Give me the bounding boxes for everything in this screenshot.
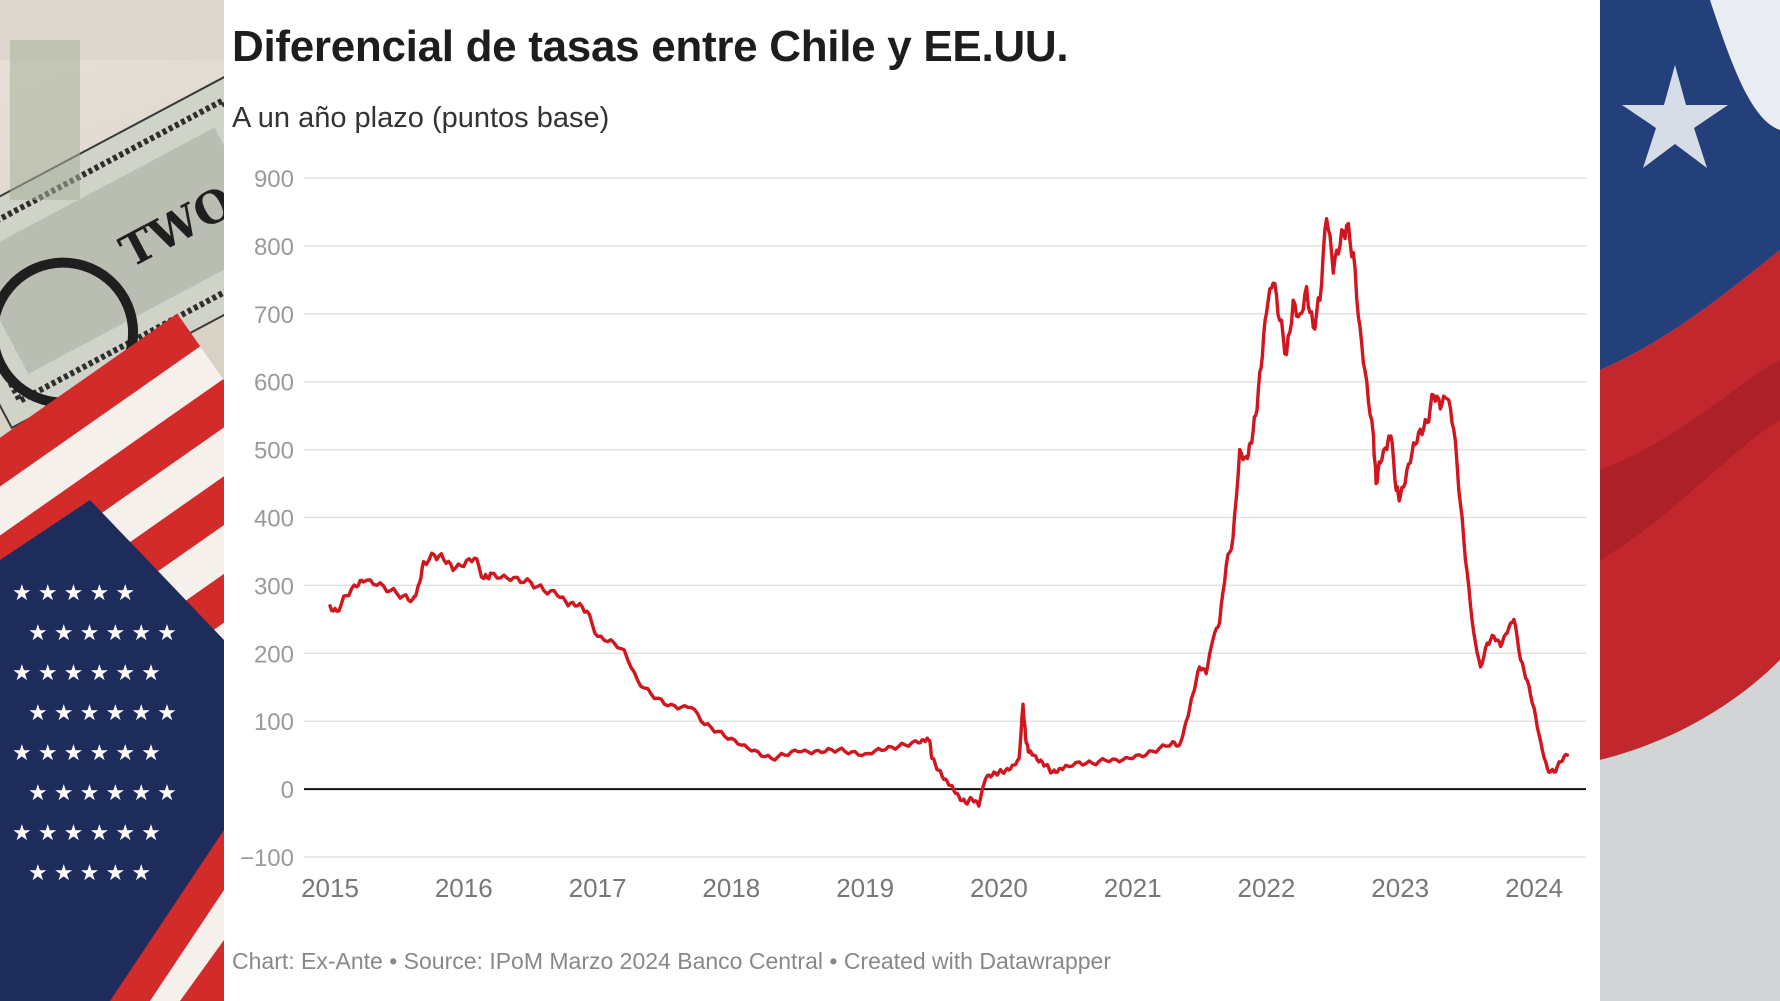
x-tick-label: 2020 [970, 873, 1028, 903]
y-tick-label: 100 [254, 709, 294, 736]
x-tick-label: 2022 [1238, 873, 1296, 903]
x-tick-label: 2017 [569, 873, 627, 903]
chile-flag-illustration [1600, 0, 1780, 1001]
chart-title: Diferencial de tasas entre Chile y EE.UU… [232, 22, 1069, 71]
series-layer [328, 217, 1570, 808]
x-axis: 2015 2016 2017 2018 2019 2020 2021 2022 2023 2024 [301, 873, 1563, 903]
svg-text:★ ★ ★ ★ ★ ★: ★ ★ ★ ★ ★ ★ [12, 660, 161, 685]
y-axis: 900 800 700 600 500 400 300 200 100 0 −100 [240, 166, 294, 872]
svg-text:★ ★ ★ ★ ★: ★ ★ ★ ★ ★ [28, 860, 151, 885]
chart-subtitle: A un año plazo (puntos base) [232, 102, 610, 134]
svg-text:★ ★ ★ ★ ★ ★: ★ ★ ★ ★ ★ ★ [12, 740, 161, 765]
y-tick-label: 500 [254, 438, 294, 465]
x-tick-label: 2019 [836, 873, 894, 903]
x-tick-label: 2018 [702, 873, 760, 903]
us-flag-dollar-illustration: TWO ★ ★ ★ ★ ★ ★ ★ ★ ★ ★ ★ ★ ★ ★ ★ ★ ★ ★ … [0, 0, 224, 1001]
y-tick-label: 400 [254, 506, 294, 533]
x-tick-label: 2024 [1505, 873, 1563, 903]
svg-text:★ ★ ★ ★ ★ ★: ★ ★ ★ ★ ★ ★ [28, 780, 177, 805]
svg-text:★ ★ ★ ★ ★: ★ ★ ★ ★ ★ [12, 580, 135, 605]
y-tick-label: 300 [254, 573, 294, 600]
y-tick-label: 900 [254, 166, 294, 193]
chart-card: 900 800 700 600 500 400 300 200 100 0 −100 2015 201… [224, 0, 1600, 1001]
y-tick-label: 200 [254, 641, 294, 668]
x-tick-label: 2016 [435, 873, 493, 903]
y-tick-label: 800 [254, 234, 294, 261]
background-photo-us-flag: TWO ★ ★ ★ ★ ★ ★ ★ ★ ★ ★ ★ ★ ★ ★ ★ ★ ★ ★ … [0, 0, 224, 1001]
grid-lines [304, 177, 1586, 858]
y-tick-label: 700 [254, 302, 294, 329]
series-line [328, 217, 1570, 808]
x-tick-label: 2023 [1371, 873, 1429, 903]
y-tick-label: 0 [281, 777, 294, 804]
svg-text:★ ★ ★ ★ ★ ★: ★ ★ ★ ★ ★ ★ [28, 620, 177, 645]
y-tick-label: −100 [240, 845, 294, 872]
svg-text:★ ★ ★ ★ ★ ★: ★ ★ ★ ★ ★ ★ [12, 820, 161, 845]
chart-source-footer: Chart: Ex-Ante • Source: IPoM Marzo 2024… [232, 948, 1112, 974]
svg-text:★ ★ ★ ★ ★ ★: ★ ★ ★ ★ ★ ★ [28, 700, 177, 725]
x-tick-label: 2021 [1104, 873, 1162, 903]
y-tick-label: 600 [254, 370, 294, 397]
background-photo-chile-flag [1600, 0, 1780, 1001]
x-tick-label: 2015 [301, 873, 359, 903]
